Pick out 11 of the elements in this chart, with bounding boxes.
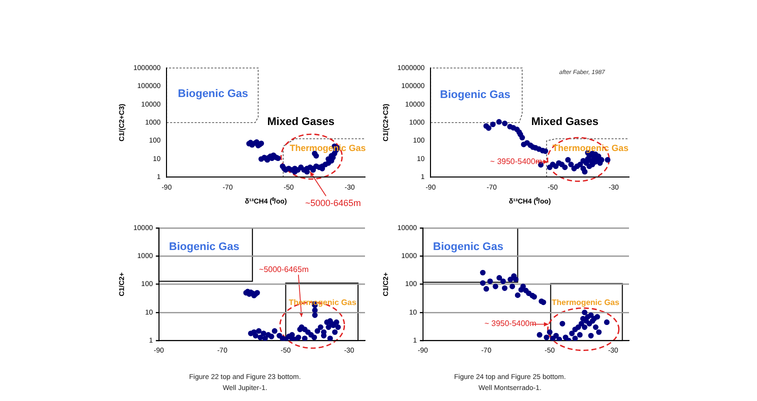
annotation: Biogenic Gas <box>176 88 250 100</box>
annotation: ~5000-6465m <box>259 264 309 274</box>
annotation: Biogenic Gas <box>432 240 504 252</box>
annotation: Thermogenic Gas <box>550 298 620 308</box>
annotation: Mixed Gases <box>267 116 335 128</box>
annotation: ~ 3950-5400m <box>490 156 542 166</box>
annotation: ~ 3950-5400m <box>483 319 538 330</box>
annotation: Biogenic Gas <box>439 88 512 101</box>
text: ~5000-6465m <box>305 198 361 208</box>
annotation: Mixed Gases <box>531 116 599 128</box>
annotation: Biogenic Gas <box>168 240 240 252</box>
